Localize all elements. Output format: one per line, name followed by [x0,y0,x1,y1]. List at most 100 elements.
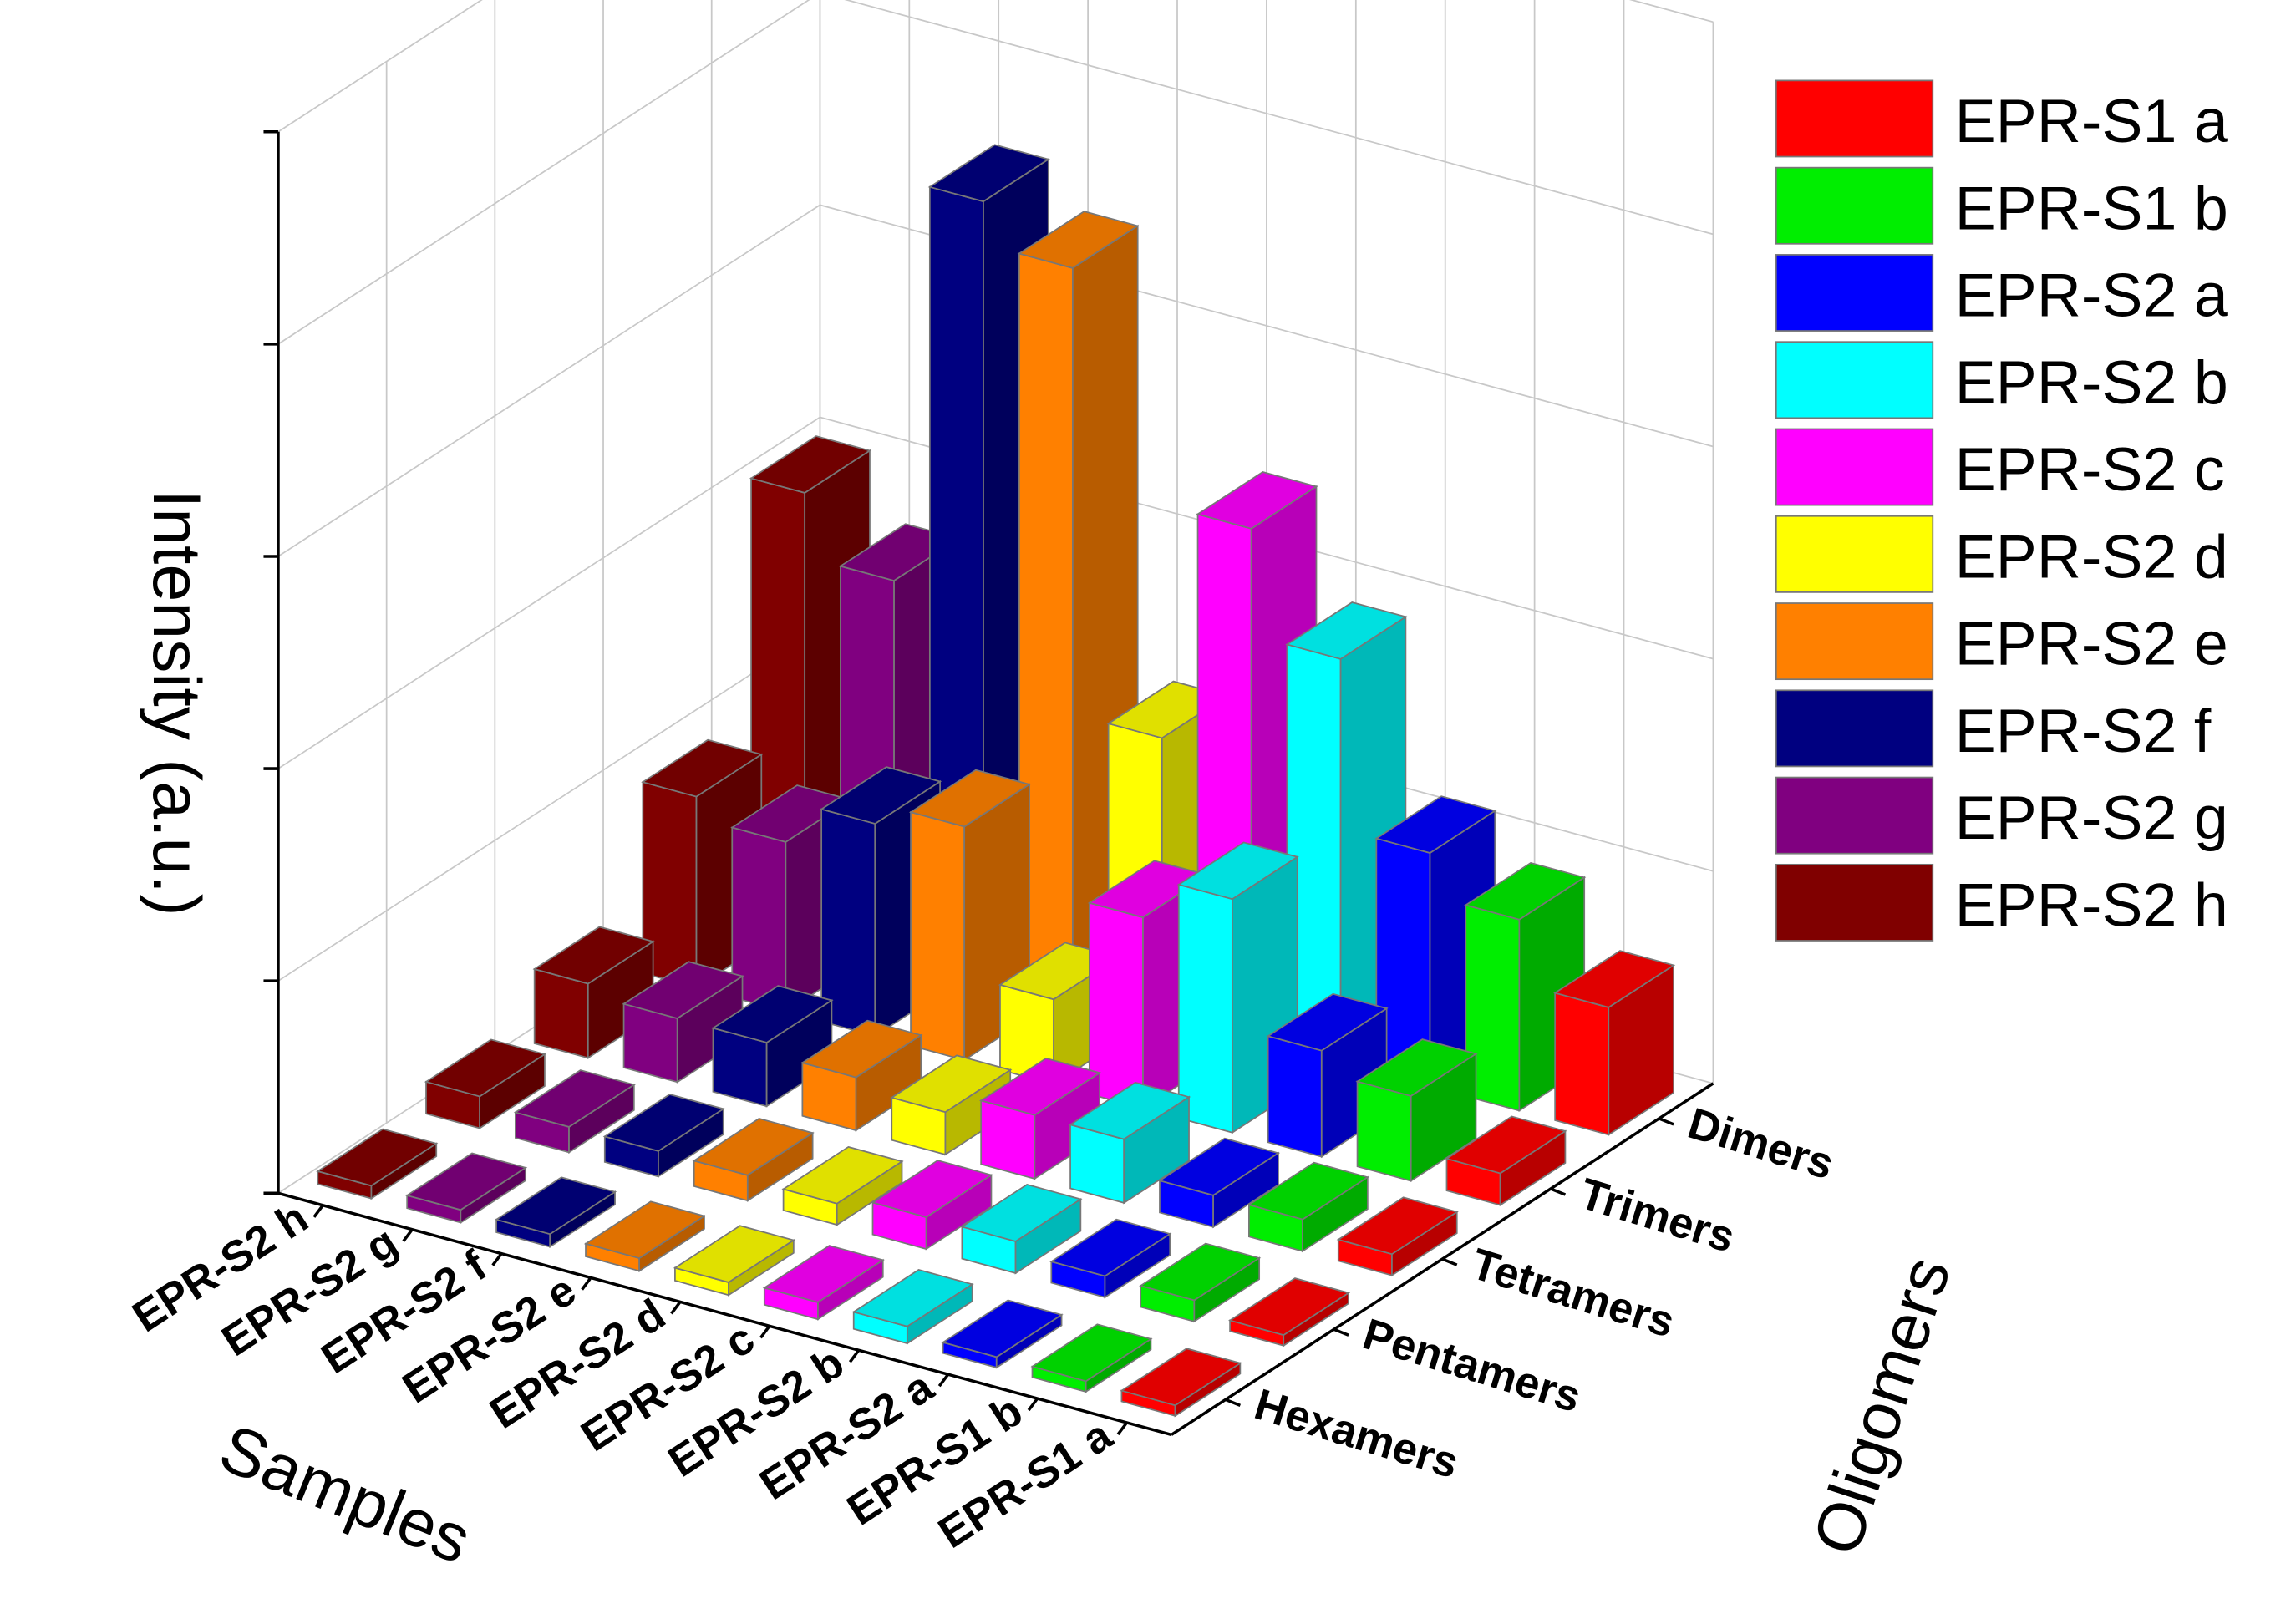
x-tick [1116,1421,1128,1436]
legend-label: EPR-S2 g [1955,783,2228,852]
bar-top [692,1117,815,1176]
bar-top [1374,795,1497,854]
bar [1445,1115,1567,1207]
legend-label: EPR-S2 d [1955,521,2228,591]
grid-line [277,204,1714,557]
x-axis-title: Samples [210,1410,481,1578]
x-tick [312,1204,324,1218]
bar [602,1094,725,1178]
x-tick [402,1228,414,1242]
bar-top [941,1299,1064,1358]
z-tick [1441,1257,1458,1266]
bar-top [602,1094,725,1152]
bar [1374,795,1497,1089]
legend-label: EPR-S2 a [1955,261,2228,330]
x-tick [937,1373,950,1388]
bar-top [622,961,744,1019]
legend-swatch [1775,515,1934,593]
bar-front [533,967,589,1059]
bar [1157,1137,1281,1229]
plot: Intensity (a.u.) Samples Oligomers EPR-S… [124,0,2228,1578]
bar [1247,1161,1369,1253]
z-tick [1550,1187,1567,1196]
bar [781,1145,904,1226]
y-axis-title: Intensity (a.u.) [139,490,214,916]
bar-front [1177,883,1233,1134]
bar [941,1299,1064,1369]
z-tick-label: Tetramers [1465,1239,1680,1348]
x-tick [581,1276,592,1291]
bar-top [1336,1196,1459,1256]
bar-top [1139,1242,1262,1302]
bar-top [1355,1038,1478,1097]
bar-top [762,1245,885,1303]
bar [871,1160,993,1251]
legend-label: EPR-S2 f [1955,696,2212,765]
bar-top [1030,1323,1153,1383]
x-tick [491,1252,503,1266]
z-tick [1225,1398,1242,1408]
bar-top [1553,950,1676,1008]
bar-top [820,766,942,825]
bar-top [851,1268,974,1327]
legend-label: EPR-S2 c [1955,434,2225,504]
bar-top [979,1057,1102,1116]
bar-top [781,1145,904,1205]
legend-swatch [1775,166,1934,245]
bar-top [494,1176,617,1236]
bar-top [316,1128,439,1187]
bar-top [583,1200,707,1260]
x-axis [277,1191,1172,1437]
bar-top [1196,471,1318,530]
z-tick [1333,1327,1349,1337]
bar-front [910,810,966,1062]
bar-top [1266,992,1389,1052]
z-tick-label: Trimers [1574,1169,1740,1262]
bar [583,1200,707,1272]
x-tick [848,1349,861,1363]
bar-top [532,926,655,985]
bar [1336,1196,1459,1277]
bar-top [960,1183,1083,1242]
bar-top [927,144,1050,203]
bar [851,1268,974,1345]
legend-label: EPR-S2 h [1955,870,2228,939]
legend-swatch [1775,602,1934,681]
grid-line [277,0,1714,345]
bar-top [1285,601,1408,660]
bar-top [908,769,1032,828]
bar-top [1464,861,1587,921]
bar-front [1554,992,1610,1136]
bar-top [405,1152,528,1211]
legend-swatch [1775,776,1934,855]
grid-line [277,416,1714,769]
bar [494,1176,617,1249]
bar-top [1176,841,1299,901]
z-axis-title: Oligomers [1799,1248,1965,1563]
bar [405,1152,528,1225]
bar-top [890,1054,1013,1114]
legend-swatch [1775,689,1934,768]
bar-top [1068,1081,1191,1140]
bar [711,985,834,1108]
bar [673,1225,795,1297]
bar [622,961,744,1084]
bar [532,926,655,1059]
grid-line [277,0,1714,133]
bar-top [1247,1161,1369,1221]
bar [692,1117,815,1202]
bar-top [424,1038,547,1098]
legend-label: EPR-S2 b [1955,348,2228,417]
x-tick [670,1301,682,1315]
bar-top [1049,1218,1172,1277]
bar-front [1356,1080,1412,1182]
z-tick-label: Dimers [1683,1099,1840,1190]
bar [513,1069,636,1155]
bar [1068,1081,1191,1205]
bar [1120,1348,1242,1418]
bar [316,1128,439,1200]
bar-top [1120,1348,1242,1407]
bar [890,1054,1013,1156]
bar-front [1267,1035,1323,1158]
